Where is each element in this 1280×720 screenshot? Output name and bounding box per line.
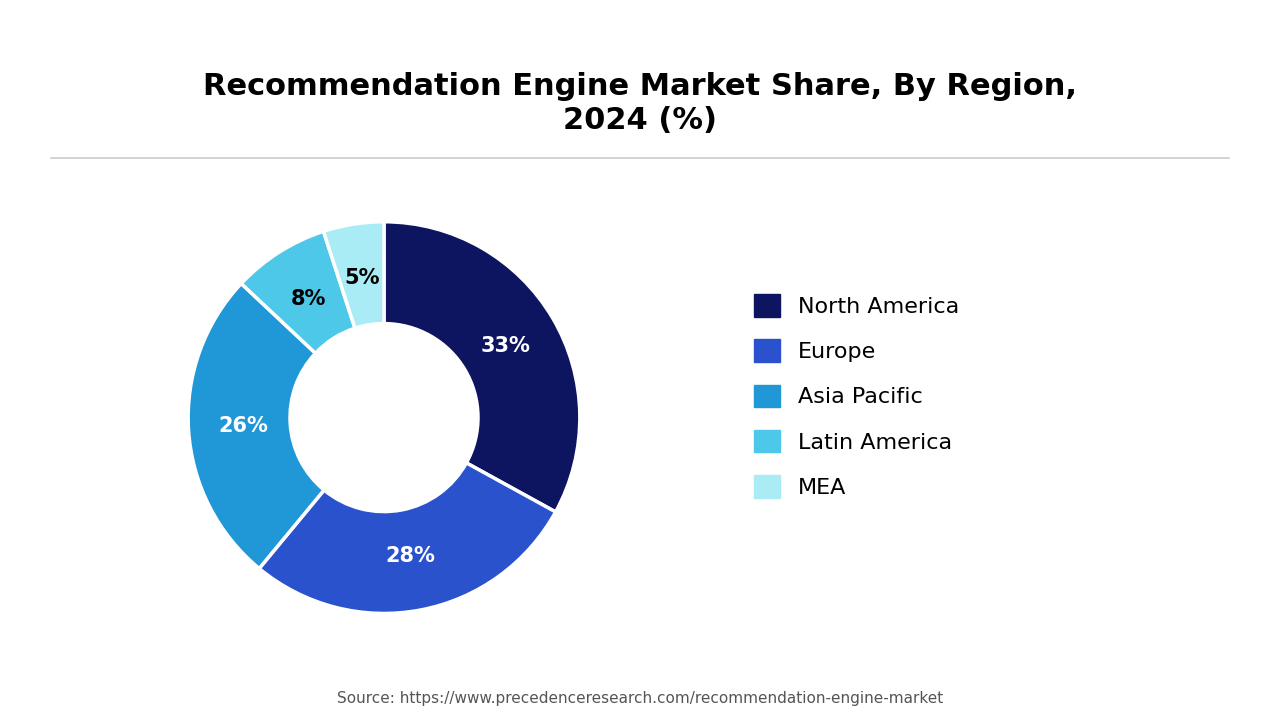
Text: Source: https://www.precedenceresearch.com/recommendation-engine-market: Source: https://www.precedenceresearch.c…	[337, 690, 943, 706]
Wedge shape	[188, 284, 324, 569]
Legend: North America, Europe, Asia Pacific, Latin America, MEA: North America, Europe, Asia Pacific, Lat…	[754, 294, 959, 498]
Wedge shape	[259, 463, 556, 613]
Text: 5%: 5%	[344, 269, 380, 288]
Wedge shape	[384, 222, 580, 512]
Wedge shape	[324, 222, 384, 328]
Text: 33%: 33%	[480, 336, 530, 356]
Text: 28%: 28%	[385, 546, 435, 566]
Wedge shape	[241, 231, 355, 354]
Text: Recommendation Engine Market Share, By Region,
2024 (%): Recommendation Engine Market Share, By R…	[204, 72, 1076, 135]
Text: 8%: 8%	[291, 289, 326, 309]
Text: 26%: 26%	[219, 416, 269, 436]
